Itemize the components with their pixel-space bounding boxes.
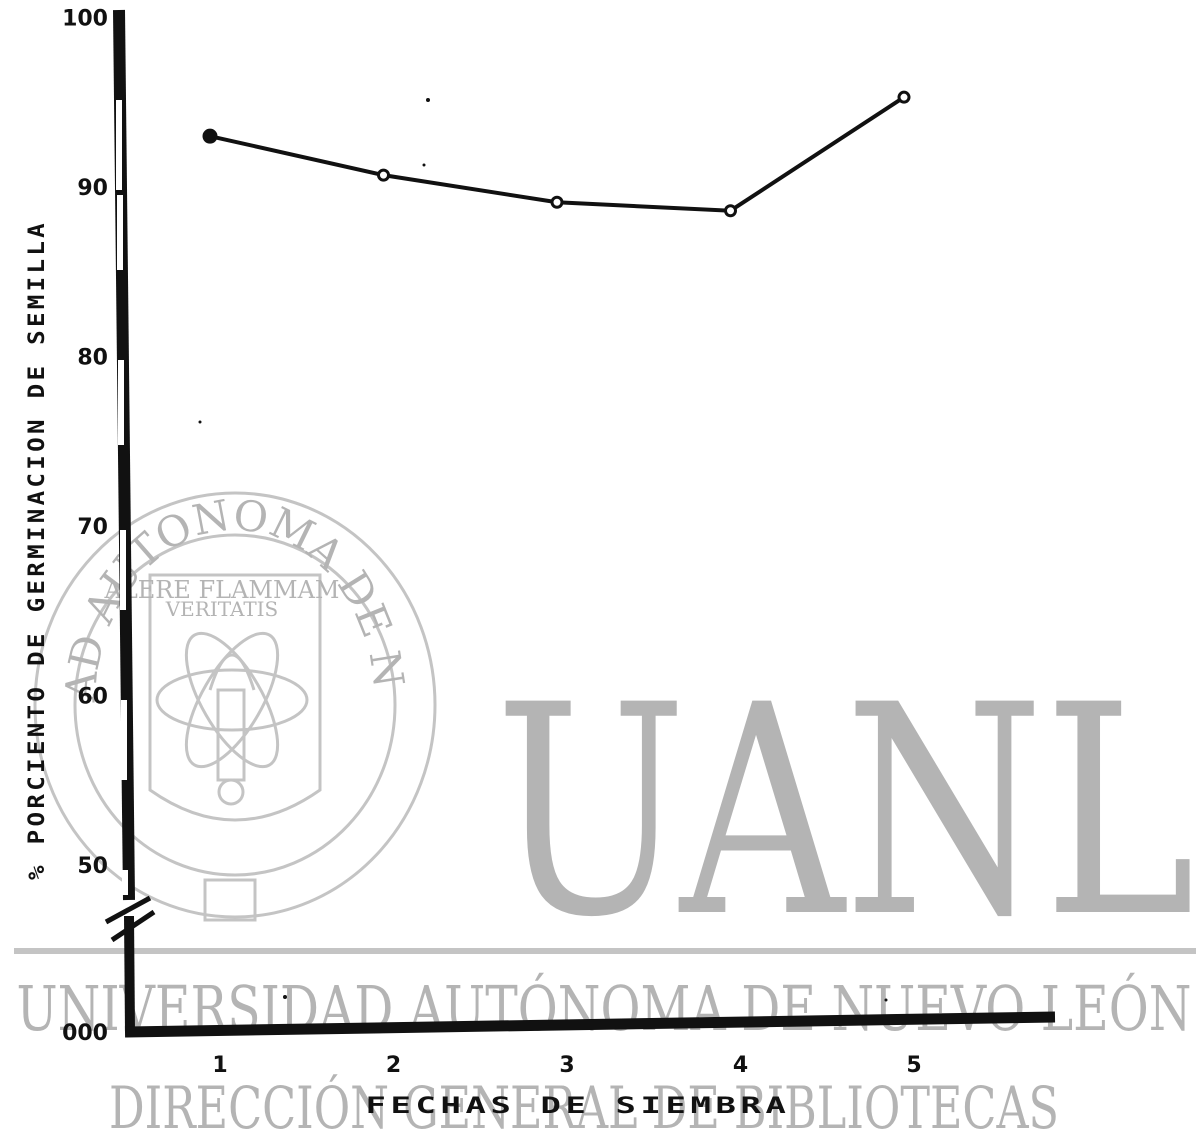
y-axis-line-lower	[124, 915, 135, 1033]
watermark-rule	[14, 948, 1196, 954]
x-tick-labels: 1 2 3 4 5	[212, 1053, 921, 1078]
seal-motto-line1: ALERE FLAMMAM	[104, 576, 340, 604]
axis-break-mark	[110, 909, 156, 943]
y-tick-label: 80	[77, 346, 108, 371]
y-axis-highlights	[116, 100, 128, 895]
y-tick-label: 000	[62, 1021, 108, 1046]
x-axis-label: FECHAS DE SIEMBRA	[366, 1094, 791, 1119]
axis-break-mark	[104, 895, 152, 925]
y-axis-label: % PORCIENTO DE GERMINACION DE SEMILLA	[25, 220, 50, 880]
data-point	[724, 204, 737, 218]
y-tick-label: 70	[77, 515, 108, 540]
x-axis-line	[124, 1011, 1056, 1038]
x-tick-label: 1	[212, 1053, 227, 1078]
data-point	[897, 90, 911, 104]
y-tick-label: 50	[77, 854, 108, 879]
x-tick-label: 4	[733, 1053, 748, 1078]
watermark-uanl: UANL	[495, 644, 1195, 981]
watermark-direccion: DIRECCIÓN GENERAL DE BIBLIOTECAS	[109, 1074, 1059, 1135]
y-tick-label: 60	[77, 685, 108, 710]
x-tick-label: 5	[906, 1053, 921, 1078]
y-tick-label: 100	[62, 7, 108, 32]
seal-motto-line2: VERITATIS	[165, 597, 279, 621]
university-seal	[33, 491, 437, 922]
series-group	[202, 90, 911, 218]
y-tick-labels: 000 50 60 70 80 90 100	[62, 7, 108, 1047]
data-point	[202, 128, 218, 144]
x-tick-label: 3	[559, 1053, 574, 1078]
data-point	[377, 168, 390, 182]
y-tick-label: 90	[77, 176, 108, 201]
series-line	[209, 95, 906, 213]
axes	[104, 9, 1056, 1038]
scan-specks	[198, 98, 888, 1002]
x-tick-label: 2	[386, 1053, 401, 1078]
data-point	[550, 195, 564, 209]
